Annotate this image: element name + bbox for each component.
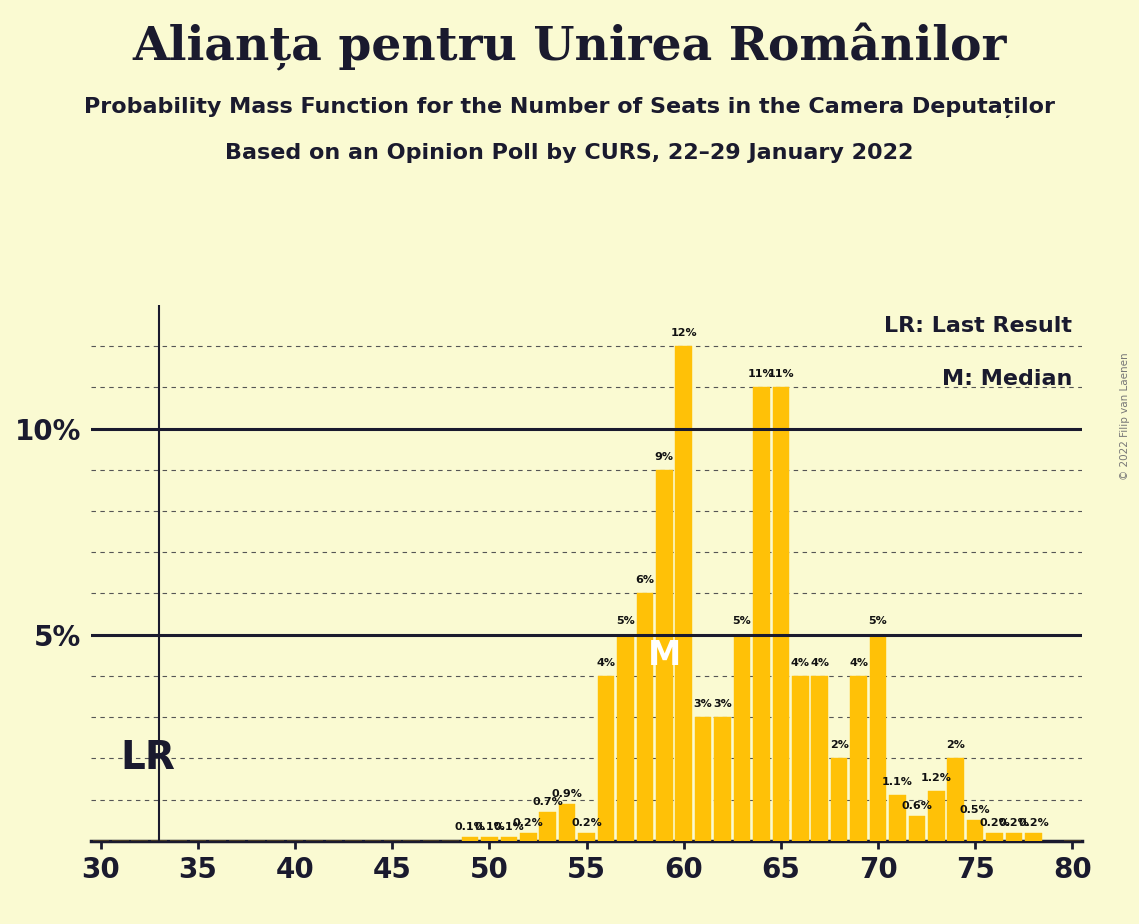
Text: M: M — [648, 638, 681, 672]
Bar — [1025, 833, 1042, 841]
Text: 2%: 2% — [829, 740, 849, 750]
Text: 5%: 5% — [616, 616, 634, 626]
Bar — [598, 676, 614, 841]
Text: 3%: 3% — [694, 699, 713, 709]
Bar — [521, 833, 536, 841]
Bar — [734, 635, 751, 841]
Text: 0.2%: 0.2% — [999, 818, 1030, 828]
Bar — [967, 821, 983, 841]
Bar — [656, 469, 672, 841]
Text: LR: LR — [121, 739, 175, 777]
Text: 4%: 4% — [810, 658, 829, 668]
Text: 0.1%: 0.1% — [474, 821, 505, 832]
Text: 0.2%: 0.2% — [572, 818, 601, 828]
Text: 1.1%: 1.1% — [882, 777, 912, 787]
Bar — [540, 812, 556, 841]
Text: 5%: 5% — [869, 616, 887, 626]
Bar — [986, 833, 1002, 841]
Text: Probability Mass Function for the Number of Seats in the Camera Deputaților: Probability Mass Function for the Number… — [84, 97, 1055, 118]
Bar — [675, 346, 693, 841]
Text: 0.2%: 0.2% — [513, 818, 543, 828]
Text: 4%: 4% — [790, 658, 810, 668]
Bar — [811, 676, 828, 841]
Text: Based on an Opinion Poll by CURS, 22–29 January 2022: Based on an Opinion Poll by CURS, 22–29 … — [226, 143, 913, 164]
Bar — [1006, 833, 1023, 841]
Text: 6%: 6% — [636, 576, 655, 585]
Text: 0.6%: 0.6% — [901, 801, 933, 811]
Text: 11%: 11% — [768, 369, 794, 379]
Bar — [753, 387, 770, 841]
Bar — [461, 837, 478, 841]
Bar — [559, 804, 575, 841]
Bar — [579, 833, 595, 841]
Text: 0.7%: 0.7% — [532, 797, 563, 807]
Bar — [714, 717, 731, 841]
Text: 1.2%: 1.2% — [921, 773, 952, 784]
Text: 0.1%: 0.1% — [454, 821, 485, 832]
Text: 3%: 3% — [713, 699, 732, 709]
Bar — [909, 816, 925, 841]
Text: 0.2%: 0.2% — [980, 818, 1010, 828]
Bar — [772, 387, 789, 841]
Text: Alianța pentru Unirea Românilor: Alianța pentru Unirea Românilor — [132, 23, 1007, 71]
Text: 12%: 12% — [671, 328, 697, 338]
Text: 5%: 5% — [732, 616, 752, 626]
Text: M: Median: M: Median — [942, 370, 1072, 389]
Text: LR: Last Result: LR: Last Result — [884, 316, 1072, 335]
Text: 2%: 2% — [947, 740, 965, 750]
Bar — [831, 759, 847, 841]
Bar — [870, 635, 886, 841]
Text: 4%: 4% — [849, 658, 868, 668]
Bar — [637, 593, 653, 841]
Bar — [481, 837, 498, 841]
Text: 4%: 4% — [597, 658, 615, 668]
Text: 0.2%: 0.2% — [1018, 818, 1049, 828]
Text: 9%: 9% — [655, 452, 674, 462]
Bar — [948, 759, 964, 841]
Bar — [792, 676, 809, 841]
Bar — [617, 635, 633, 841]
Bar — [851, 676, 867, 841]
Bar — [695, 717, 712, 841]
Text: 11%: 11% — [748, 369, 775, 379]
Text: 0.5%: 0.5% — [960, 806, 991, 815]
Bar — [890, 796, 906, 841]
Bar — [928, 791, 944, 841]
Text: 0.9%: 0.9% — [551, 789, 582, 798]
Text: © 2022 Filip van Laenen: © 2022 Filip van Laenen — [1121, 352, 1130, 480]
Bar — [501, 837, 517, 841]
Text: 0.1%: 0.1% — [493, 821, 524, 832]
